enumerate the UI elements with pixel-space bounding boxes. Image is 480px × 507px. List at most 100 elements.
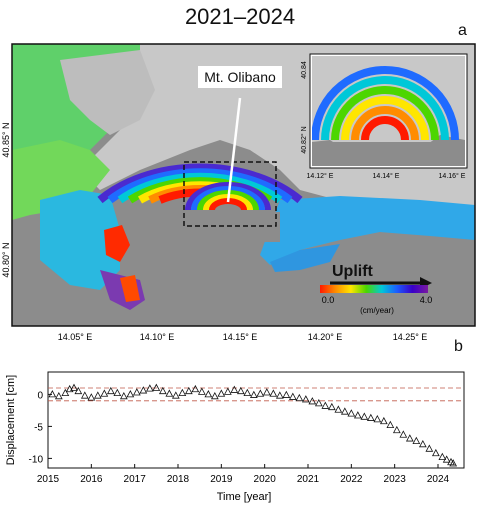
red-patch-west xyxy=(104,225,130,262)
inset-fringe-yellow xyxy=(341,96,429,141)
fringe-blue xyxy=(107,168,293,204)
data-point xyxy=(449,459,458,467)
data-point xyxy=(418,439,427,448)
data-point xyxy=(334,405,343,413)
x-axis-ticks: 2015 2016 2017 2018 2019 2020 2021 2022 2023 2024 xyxy=(37,464,450,485)
y-axis-ticks: 0 -5 -10 xyxy=(29,390,52,465)
data-point xyxy=(126,390,135,398)
data-point xyxy=(360,412,369,420)
displacement-points xyxy=(48,383,458,467)
data-point xyxy=(152,383,161,391)
bay-water xyxy=(170,212,280,242)
data-point xyxy=(87,393,96,401)
reference-lines xyxy=(48,387,464,402)
data-point xyxy=(249,390,258,398)
map-x-tick-4: 14.20° E xyxy=(308,332,343,342)
y-tick-label: 0 xyxy=(37,390,43,401)
inset-x-tick-1: 14.12° E xyxy=(307,172,334,180)
land-east-coast xyxy=(260,196,475,265)
colorbar-max-label: 4.0 xyxy=(420,295,433,305)
data-point xyxy=(321,401,330,409)
data-point xyxy=(210,391,219,400)
data-point xyxy=(314,399,323,407)
olibano-pointer-line xyxy=(226,97,242,203)
data-point xyxy=(327,402,336,411)
colorbar xyxy=(320,285,428,293)
map-x-tick-5: 14.25° E xyxy=(393,332,428,342)
inset-map xyxy=(312,56,465,166)
data-point xyxy=(373,415,382,423)
land-east-peninsula xyxy=(270,244,340,272)
data-point xyxy=(431,448,440,457)
data-point xyxy=(256,389,265,397)
zoom-box xyxy=(183,161,277,227)
data-point xyxy=(269,389,278,397)
inset-x-tick-2: 14.14° E xyxy=(373,172,400,180)
data-point xyxy=(295,393,304,402)
inset-y-tick-2: 40.82° N xyxy=(300,126,308,153)
data-point xyxy=(223,387,232,395)
data-point xyxy=(353,411,362,419)
data-point xyxy=(340,407,349,415)
data-point xyxy=(379,416,388,425)
map-x-tick-2: 14.10° E xyxy=(140,332,175,342)
y-tick-label: -5 xyxy=(34,422,43,433)
y-tick-label: -10 xyxy=(29,454,44,465)
uplift-label: Uplift xyxy=(332,263,374,280)
data-point xyxy=(442,455,451,463)
data-point xyxy=(399,430,408,438)
land-northwest-grey xyxy=(60,50,155,135)
olibano-label: Mt. Olibano xyxy=(204,69,276,85)
data-point xyxy=(74,386,83,395)
map-x-tick-1: 14.05° E xyxy=(58,332,93,342)
deformation-map: Mt. Olibano 14.12° E 14.14° E 14.16° E 4… xyxy=(1,43,476,342)
red-patch-south xyxy=(120,275,140,302)
data-point xyxy=(119,391,128,400)
x-tick-label: 2023 xyxy=(384,474,407,485)
inset-fringe-red xyxy=(361,116,409,141)
data-point xyxy=(230,385,239,393)
map-y-tick-1: 40.85° N xyxy=(1,122,11,157)
x-tick-label: 2020 xyxy=(254,474,277,485)
data-point xyxy=(100,389,109,397)
data-point xyxy=(262,388,271,396)
inset-x-tick-3: 14.16° E xyxy=(439,172,466,180)
inset-fringe-blue xyxy=(312,66,459,141)
data-point xyxy=(178,388,187,397)
data-point xyxy=(425,444,434,452)
data-point xyxy=(412,436,421,445)
map-y-tick-2: 40.80° N xyxy=(1,242,11,277)
data-point xyxy=(386,420,395,429)
panel-b-label: b xyxy=(454,338,463,355)
data-point xyxy=(145,384,154,392)
data-point xyxy=(139,386,148,394)
data-point xyxy=(70,383,78,391)
x-tick-label: 2018 xyxy=(167,474,190,485)
land-cyan-zone xyxy=(40,190,120,290)
olibano-label-box xyxy=(198,66,282,88)
x-tick-label: 2024 xyxy=(427,474,450,485)
data-point xyxy=(80,391,89,399)
data-point xyxy=(204,390,213,398)
panel-a-label: a xyxy=(458,22,467,39)
data-point xyxy=(217,389,226,397)
data-point xyxy=(438,452,447,461)
x-tick-label: 2022 xyxy=(340,474,363,485)
data-point xyxy=(106,386,115,395)
data-point xyxy=(243,388,252,397)
data-point xyxy=(288,392,297,400)
data-point xyxy=(54,391,63,400)
data-point xyxy=(236,386,245,395)
land-green-band xyxy=(12,140,110,220)
plot-area-border xyxy=(47,371,465,469)
data-point xyxy=(132,388,141,396)
inner-fringe-violet xyxy=(185,182,271,211)
inset-y-tick-1: 40.84 xyxy=(301,61,308,79)
inner-fringe-blue xyxy=(191,186,265,211)
y-axis-label: Displacement [cm] xyxy=(5,375,17,465)
data-point xyxy=(405,434,414,442)
figure-title: 2021–2024 xyxy=(184,4,296,29)
map-x-tick-3: 14.15° E xyxy=(223,332,258,342)
x-tick-label: 2016 xyxy=(80,474,103,485)
